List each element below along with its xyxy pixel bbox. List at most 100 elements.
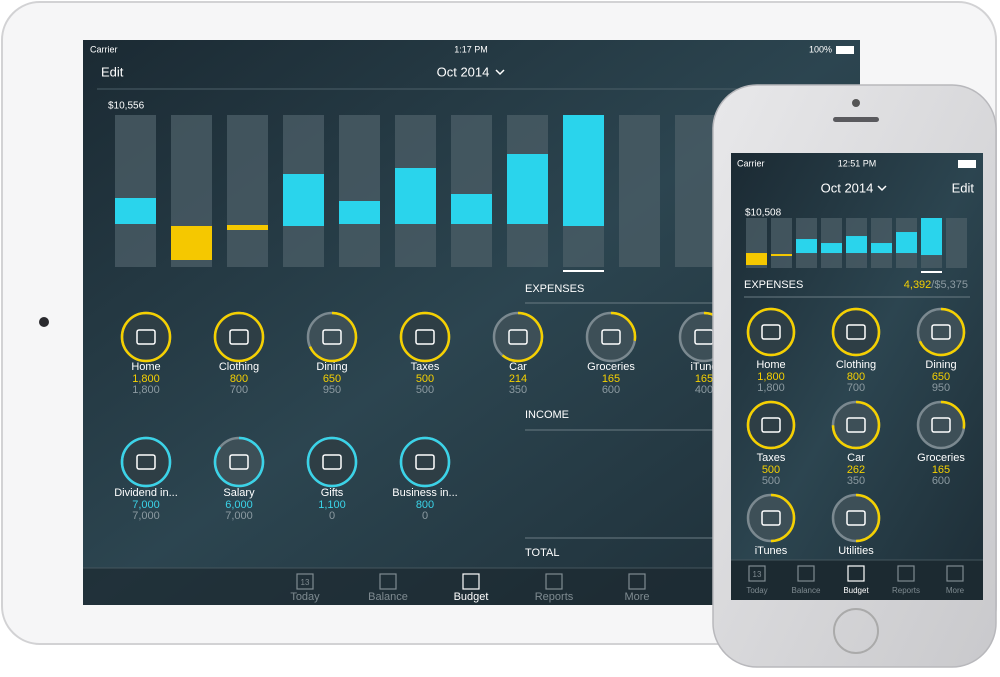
bar (821, 243, 842, 254)
time: 1:17 PM (454, 44, 488, 54)
tab[interactable]: 13 Today (746, 565, 768, 595)
category-budget: 700 (847, 382, 865, 394)
tab-icon (946, 565, 964, 582)
month-title[interactable]: Oct 2014 (437, 64, 490, 79)
bar (451, 194, 492, 224)
tab[interactable]: Balance (792, 565, 821, 595)
bar (771, 254, 792, 257)
category-budget: 700 (230, 384, 248, 396)
bar-track (821, 218, 842, 268)
tab[interactable]: More (946, 565, 965, 595)
category-budget: 600 (932, 475, 950, 487)
iphone-speaker (833, 117, 879, 122)
bar (283, 174, 324, 226)
progress-ring (120, 436, 172, 488)
month-title[interactable]: Oct 2014 (821, 180, 874, 195)
category-spent: 800 (230, 373, 248, 385)
category-spent: 800 (847, 371, 865, 383)
category-icon (601, 329, 621, 345)
category-spent: 650 (932, 371, 950, 383)
progress-ring (770, 493, 796, 543)
selected-indicator (921, 271, 942, 273)
progress-ring (831, 307, 881, 357)
tab-icon (545, 573, 563, 590)
category-spent: 165 (695, 373, 713, 385)
category-name: Home (131, 361, 160, 373)
tab-label: Balance (792, 586, 821, 595)
progress-ring (213, 311, 265, 363)
chart-max: $10,556 (108, 101, 145, 112)
category-budget: 950 (932, 382, 950, 394)
category-name: Dining (316, 361, 347, 373)
category-icon (322, 329, 342, 345)
chevron (495, 69, 505, 76)
category-name: Car (847, 452, 865, 464)
tab-label: Reports (892, 586, 920, 595)
tab[interactable]: Balance (368, 573, 408, 603)
progress-ring (831, 400, 881, 450)
tab-bar (731, 560, 983, 600)
category-budget: 600 (602, 384, 620, 396)
progress-ring (306, 436, 358, 488)
tab-label: Today (290, 591, 320, 603)
battery-icon (958, 160, 976, 168)
bar-track (871, 218, 892, 268)
carrier: Carrier (90, 44, 118, 54)
bar-track (227, 115, 268, 267)
tab[interactable]: More (624, 573, 650, 603)
tab[interactable]: Reports (892, 565, 920, 595)
category-name: Car (509, 361, 527, 373)
progress-ring (308, 311, 358, 363)
tab-icon (797, 565, 815, 582)
progress-ring (213, 436, 265, 488)
bar (871, 243, 892, 254)
tab-icon (379, 573, 397, 590)
tab-icon (847, 565, 865, 582)
tab-label: Today (746, 586, 767, 595)
selected-indicator (563, 270, 604, 272)
bar (796, 239, 817, 254)
category-spent: 1,100 (318, 499, 346, 511)
category-budget: 7,000 (132, 510, 160, 522)
category-spent: 165 (602, 373, 620, 385)
category-name: Salary (223, 487, 255, 499)
category-budget: 400 (695, 384, 713, 396)
category-spent: 1,800 (757, 371, 785, 383)
category-spent: 500 (416, 373, 434, 385)
tab[interactable]: 13 Today (290, 573, 320, 603)
expenses-spent: 4,392 (904, 279, 932, 291)
section-title: INCOME (525, 409, 569, 421)
bar (171, 226, 212, 260)
tab-icon (897, 565, 915, 582)
category-icon (322, 454, 342, 470)
time: 12:51 PM (838, 158, 877, 168)
tab[interactable]: Budget (843, 565, 869, 595)
tab-label: Reports (535, 591, 574, 603)
section-title: EXPENSES (744, 279, 803, 291)
carrier: Carrier (737, 158, 765, 168)
bar-track (771, 218, 792, 268)
category-spent: 7,000 (132, 499, 160, 511)
tab-icon (296, 573, 314, 590)
category-name: Business in... (392, 487, 457, 499)
chart-max: $10,508 (745, 208, 782, 219)
category-budget: 0 (422, 510, 428, 522)
battery-icon (836, 46, 854, 54)
category-spent: 165 (932, 464, 950, 476)
category-name: Dining (925, 359, 956, 371)
category-icon (136, 329, 156, 345)
category-icon (931, 324, 951, 340)
tab[interactable]: Reports (535, 573, 574, 603)
edit-button[interactable]: Edit (101, 64, 124, 79)
tab[interactable]: Budget (454, 573, 489, 603)
category-icon (415, 329, 435, 345)
edit-button[interactable]: Edit (952, 180, 975, 195)
category-icon (136, 454, 156, 470)
category-budget: 0 (329, 510, 335, 522)
section-title: EXPENSES (525, 283, 584, 295)
home-button[interactable] (833, 608, 879, 654)
ipad-app: Carrier 1:17 PM 100% Edit Oct 2014 $10,556 EXP… (83, 44, 860, 605)
category-spent: 500 (762, 464, 780, 476)
category-icon (415, 454, 435, 470)
